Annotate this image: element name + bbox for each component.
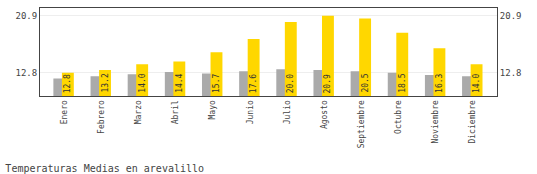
svg-text:13.2: 13.2 — [101, 73, 110, 92]
svg-text:20.9: 20.9 — [323, 74, 332, 93]
svg-text:18.5: 18.5 — [398, 73, 407, 92]
svg-text:20.9: 20.9 — [16, 11, 38, 21]
svg-text:Julio: Julio — [283, 100, 292, 124]
svg-text:Mayo: Mayo — [208, 100, 217, 119]
svg-text:14.0: 14.0 — [472, 74, 481, 93]
svg-text:20.0: 20.0 — [286, 74, 295, 93]
svg-text:Temperaturas Medias en arevali: Temperaturas Medias en arevalillo — [5, 163, 204, 174]
svg-text:Agosto: Agosto — [320, 100, 329, 129]
svg-text:20.9: 20.9 — [500, 11, 522, 21]
svg-text:Septiembre: Septiembre — [357, 100, 366, 148]
svg-text:20.5: 20.5 — [361, 73, 370, 92]
svg-text:12.8: 12.8 — [16, 68, 38, 78]
svg-text:Noviembre: Noviembre — [431, 100, 440, 144]
svg-text:Junio: Junio — [246, 100, 255, 124]
svg-text:12.8: 12.8 — [63, 74, 72, 93]
svg-text:16.3: 16.3 — [435, 73, 444, 92]
svg-text:Enero: Enero — [60, 100, 69, 124]
svg-text:Abril: Abril — [171, 100, 180, 124]
svg-text:12.8: 12.8 — [500, 68, 522, 78]
svg-text:Diciembre: Diciembre — [468, 100, 477, 144]
svg-text:Marzo: Marzo — [134, 100, 143, 124]
svg-text:14.0: 14.0 — [138, 73, 147, 92]
svg-text:Febrero: Febrero — [97, 100, 106, 134]
svg-text:15.7: 15.7 — [212, 74, 221, 93]
svg-text:14.4: 14.4 — [175, 73, 184, 92]
svg-text:17.6: 17.6 — [249, 74, 258, 93]
svg-text:Octubre: Octubre — [394, 100, 403, 134]
